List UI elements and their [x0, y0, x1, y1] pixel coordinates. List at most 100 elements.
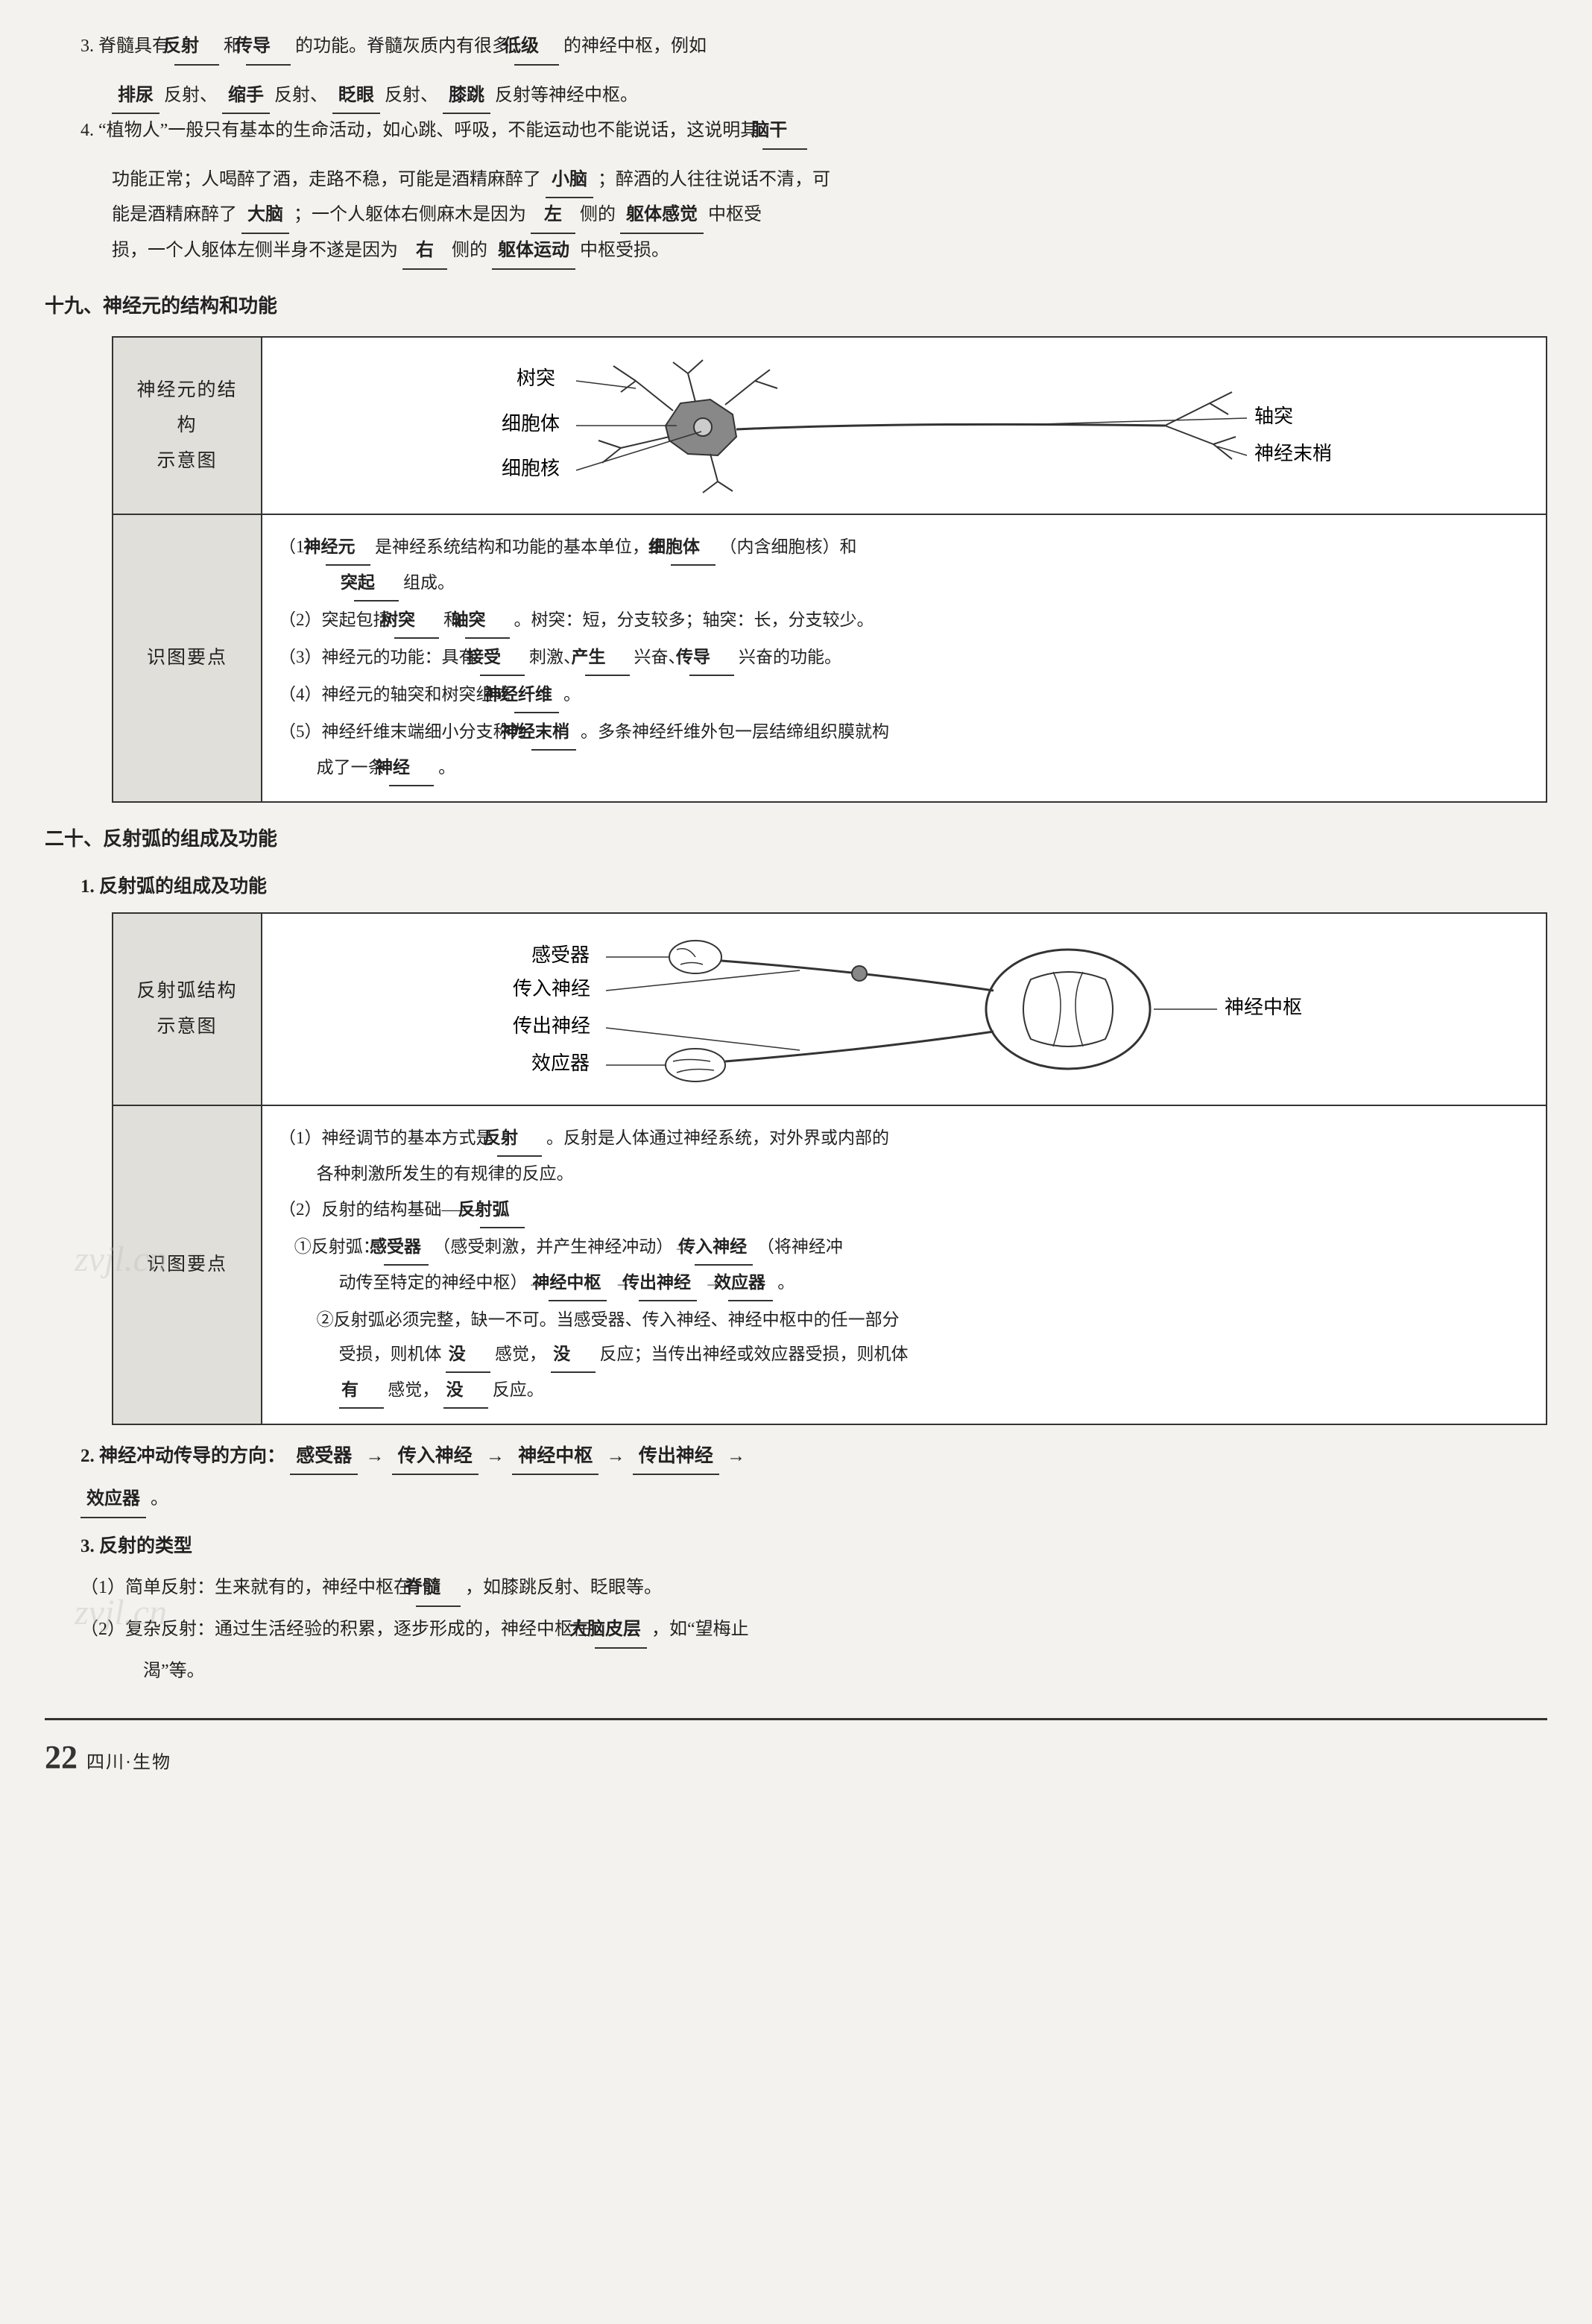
blank: 神经末梢 [531, 715, 576, 751]
text: 感觉， [495, 1345, 546, 1363]
reflex-points-label: 识图要点 [113, 1105, 262, 1424]
text: （1）神经调节的基本方式是 [279, 1128, 493, 1147]
text: 受损，则机体 [339, 1345, 442, 1363]
text: （2）反射的结构基础—— [279, 1200, 476, 1219]
blank: 没 [443, 1373, 488, 1409]
label-nucleus: 细胞核 [502, 458, 560, 479]
q3-blank-2: 传导 [246, 30, 291, 66]
label-center: 神经中枢 [1225, 997, 1302, 1018]
text: 渴”等。 [143, 1661, 205, 1681]
q4-blank-1: 脑干 [762, 114, 807, 150]
text: （将神经冲 [757, 1237, 843, 1256]
q4-blank-2: 小脑 [546, 163, 593, 199]
reflex-table: 反射弧结构 示意图 [112, 912, 1547, 1425]
text: （内含细胞核）和 [720, 537, 857, 556]
label-afferent: 传入神经 [513, 978, 590, 1000]
text: （2）复杂反射：通过生活经验的积累，逐步形成的，神经中枢在 [80, 1620, 590, 1639]
blank: 传导 [689, 640, 734, 676]
reflex-point-2: （2）反射的结构基础—— 反射弧 [279, 1193, 1529, 1228]
page-container: 3. 脊髓具有 反射 和 传导 的功能。脊髓灰质内有很多 低级 的神经中枢，例如… [45, 30, 1547, 1789]
arrow-icon: → [363, 1446, 388, 1466]
neuron-diagram-cell: 树突 细胞体 细胞核 轴突 神经末梢 [262, 337, 1547, 514]
q4-text: 损，一个人躯体左侧半身不遂是因为 [112, 241, 398, 260]
neuron-points-label: 识图要点 [113, 514, 262, 802]
neuron-point-3: （3）神经元的功能：具有 接受 刺激、 产生 兴奋、 传导 兴奋的功能。 [279, 640, 1529, 676]
neuron-table: 神经元的结构 示意图 [112, 336, 1547, 803]
label-text: 神经元的结构 [130, 373, 244, 443]
q3-text: 的功能。脊髓灰质内有很多 [295, 37, 510, 56]
blank: 传出神经 [633, 1439, 719, 1476]
q3-text: 的神经中枢，例如 [563, 37, 707, 56]
label-efferent: 传出神经 [513, 1015, 590, 1037]
q3-text: 反射、 [274, 86, 328, 105]
arrow-icon: → [483, 1446, 508, 1466]
text: 各种刺激所发生的有规律的反应。 [317, 1164, 574, 1183]
label-dendrite: 树突 [517, 367, 555, 389]
blank: 传入神经 [695, 1230, 753, 1266]
label-nerve-ending: 神经末梢 [1254, 443, 1332, 464]
blank: 传出神经 [639, 1266, 697, 1301]
q3-lead: 脊髓具有 [98, 37, 170, 56]
neuron-diagram-label: 神经元的结构 示意图 [113, 337, 262, 514]
reflex-type-2-line2: 渴”等。 [45, 1655, 1547, 1689]
text: 兴奋的功能。 [739, 648, 841, 666]
label-receptor: 感受器 [531, 944, 590, 966]
text: ，如“望梅止 [651, 1620, 749, 1639]
question-4-line3: 能是酒精麻醉了 大脑 ；一个人躯体右侧麻木是因为 左 侧的 躯体感觉 中枢受 [45, 198, 1547, 234]
blank: 有 [339, 1373, 384, 1409]
q4-text: 能是酒精麻醉了 [112, 205, 237, 224]
blank: 神经 [389, 751, 434, 786]
arrow-icon: → [604, 1446, 628, 1466]
reflex-diagram-label: 反射弧结构 示意图 [113, 913, 262, 1105]
q3-blank-4: 排尿 [112, 79, 159, 115]
arrow-icon: → [724, 1446, 748, 1466]
q3-text: 反射、 [385, 86, 438, 105]
q4-text: 侧的 [452, 241, 487, 260]
text: 。树突：短，分支较多；轴突：长，分支较少。 [514, 610, 874, 629]
q3-blank-3: 低级 [514, 30, 559, 66]
q3-num: 3. [80, 37, 94, 56]
label-text: 反射弧结构 [130, 973, 244, 1009]
reflex-point-2b: ②反射弧必须完整，缺一不可。当感受器、传入神经、神经中枢中的任一部分 受损，则机… [279, 1303, 1529, 1409]
text: 。多条神经纤维外包一层结缔组织膜就构 [581, 722, 889, 741]
text: ②反射弧必须完整，缺一不可。当感受器、传入神经、神经中枢中的任一部分 [317, 1310, 900, 1329]
question-4: 4. “植物人”一般只有基本的生命活动，如心跳、呼吸，不能运动也不能说话，这说明… [45, 114, 1547, 150]
q3-blank-6: 眨眼 [332, 79, 380, 115]
reflex-point-1: （1）神经调节的基本方式是 反射 。反射是人体通过神经系统，对外界或内部的 各种… [279, 1121, 1529, 1191]
blank: 传入神经 [392, 1439, 478, 1476]
reflex-point-2a: ①反射弧： 感受器 （感受刺激，并产生神经冲动）→ 传入神经 （将神经冲 动传至… [279, 1230, 1529, 1301]
section-19-title: 十九、神经元的结构和功能 [45, 288, 1547, 324]
blank: 没 [446, 1337, 490, 1373]
section-20-title: 二十、反射弧的组成及功能 [45, 821, 1547, 857]
reflex-type-2: （2）复杂反射：通过生活经验的积累，逐步形成的，神经中枢在 大脑皮层 ，如“望梅… [45, 1613, 1547, 1649]
text: 动传至特定的神经中枢）→ [339, 1273, 545, 1292]
blank: 产生 [585, 640, 630, 676]
q4-text: 中枢受 [708, 205, 762, 224]
question-4-line4: 损，一个人躯体左侧半身不遂是因为 右 侧的 躯体运动 中枢受损。 [45, 234, 1547, 270]
q4-blank-4: 左 [531, 198, 575, 234]
reflex-type-1: （1）简单反射：生来就有的，神经中枢在 脊髓 ，如膝跳反射、眨眼等。 [45, 1571, 1547, 1607]
q4-blank-5: 躯体感觉 [620, 198, 704, 234]
q4-num: 4. [80, 121, 94, 140]
question-4-line2: 功能正常；人喝醉了酒，走路不稳，可能是酒精麻醉了 小脑 ；醉酒的人往往说话不清，… [45, 163, 1547, 199]
q4-text: 侧的 [580, 205, 616, 224]
blank: 没 [551, 1337, 596, 1373]
blank: 神经元 [326, 530, 370, 566]
q3-blank-7: 膝跳 [443, 79, 490, 115]
blank: 大脑皮层 [595, 1613, 647, 1649]
text: （3）神经元的功能：具有 [279, 648, 476, 666]
q3-text: 反射等神经中枢。 [495, 86, 638, 105]
neuron-point-4: （4）神经元的轴突和树突组成 神经纤维 。 [279, 678, 1529, 713]
reflex-diagram-cell: 感受器 传入神经 传出神经 效应器 神经中枢 [262, 913, 1547, 1105]
blank: 突起 [354, 566, 399, 601]
blank: 神经纤维 [514, 678, 559, 713]
label-cellbody: 细胞体 [502, 413, 560, 435]
label-text: 示意图 [130, 443, 244, 479]
text: 感觉， [388, 1380, 439, 1399]
q3-text: 反射、 [164, 86, 218, 105]
label-effector: 效应器 [531, 1052, 590, 1074]
reflex-points-cell: （1）神经调节的基本方式是 反射 。反射是人体通过神经系统，对外界或内部的 各种… [262, 1105, 1547, 1424]
blank: 效应器 [728, 1266, 773, 1301]
question-3: 3. 脊髓具有 反射 和 传导 的功能。脊髓灰质内有很多 低级 的神经中枢，例如 [45, 30, 1547, 66]
q4-text: ；一个人躯体右侧麻木是因为 [294, 205, 526, 224]
